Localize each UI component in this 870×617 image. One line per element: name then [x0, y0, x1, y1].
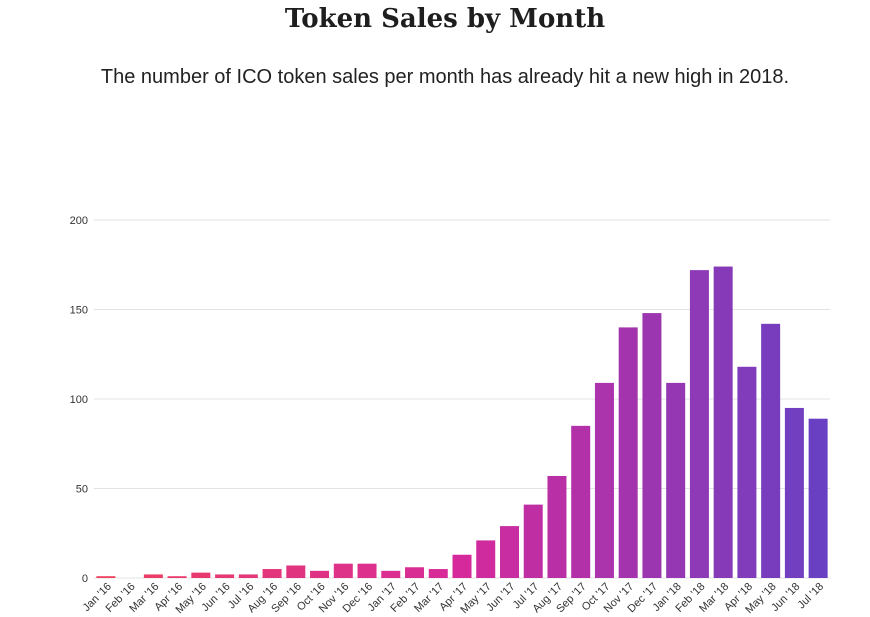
- y-tick-label: 50: [76, 484, 88, 496]
- bar: [310, 570, 330, 578]
- bar: [357, 563, 377, 578]
- bar: [167, 576, 187, 578]
- bar: [96, 576, 116, 578]
- bar: [713, 266, 733, 578]
- y-axis-tick-labels: 0 50 100 150 200: [70, 215, 88, 585]
- bar: [808, 418, 828, 578]
- bar: [571, 425, 591, 578]
- bar: [215, 574, 235, 578]
- bar: [737, 366, 757, 578]
- bar: [547, 475, 567, 578]
- bar: [499, 526, 519, 578]
- bar: [428, 569, 448, 578]
- bar: [476, 540, 496, 578]
- bar: [143, 574, 163, 578]
- bar: [286, 565, 306, 578]
- bar: [642, 313, 662, 578]
- bar: [618, 327, 638, 578]
- bar: [666, 382, 686, 578]
- bar: [333, 563, 353, 578]
- bar: [594, 382, 614, 578]
- y-tick-label: 150: [70, 305, 88, 317]
- bar: [191, 572, 211, 578]
- bar: [381, 570, 401, 578]
- bar: [262, 569, 282, 578]
- y-tick-label: 200: [70, 215, 88, 227]
- bars: [96, 266, 828, 578]
- bar: [238, 574, 258, 578]
- bar: [452, 554, 472, 578]
- y-tick-label: 0: [82, 573, 88, 585]
- x-tick-label: Jul '18: [796, 581, 827, 612]
- chart-subtitle: The number of ICO token sales per month …: [100, 66, 790, 88]
- bar: [784, 407, 804, 578]
- bar: [689, 270, 709, 578]
- y-tick-label: 100: [70, 394, 88, 406]
- bar: [761, 323, 781, 578]
- bar: [523, 504, 543, 578]
- chart-title: Token Sales by Month: [284, 4, 606, 34]
- bar: [405, 567, 425, 578]
